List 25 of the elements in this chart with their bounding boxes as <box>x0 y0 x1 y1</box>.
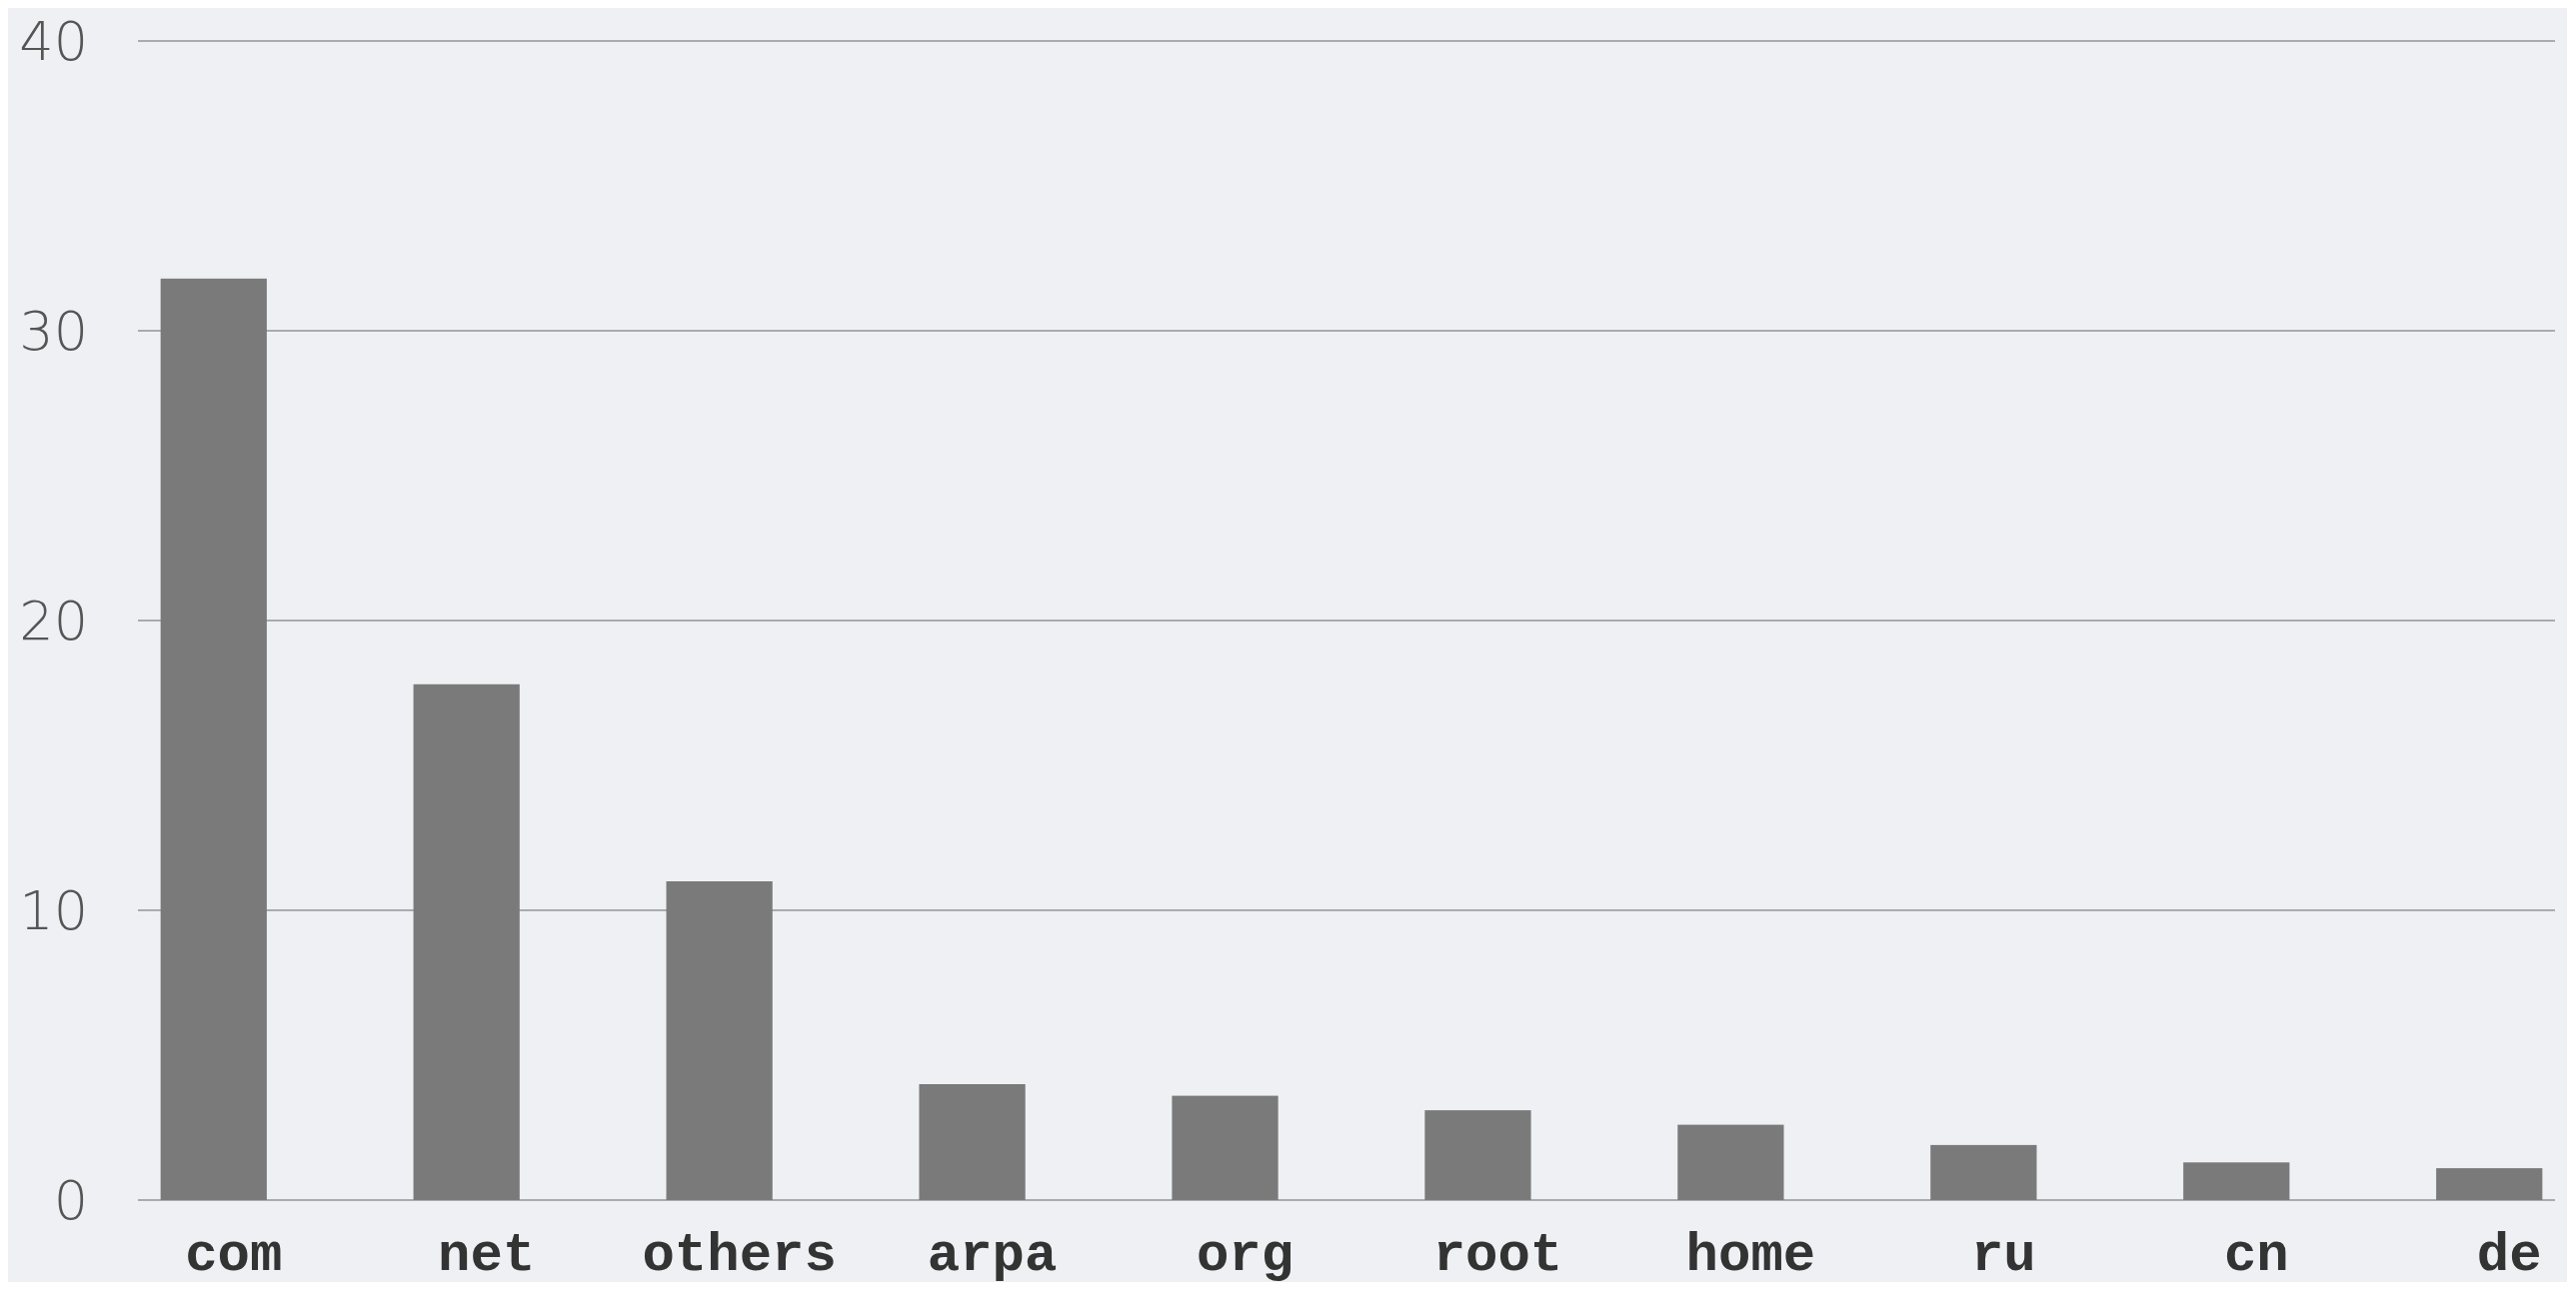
bar <box>1172 1095 1279 1200</box>
bar <box>1424 1110 1531 1200</box>
bar <box>160 278 267 1200</box>
x-tick-label: org <box>1196 1225 1294 1286</box>
x-tick-label: net <box>438 1225 536 1286</box>
y-tick-label: 40 <box>19 9 88 73</box>
x-tick-label: root <box>1432 1225 1563 1286</box>
x-tick-label: arpa <box>927 1225 1058 1286</box>
bar <box>1677 1124 1784 1200</box>
y-tick-label: 20 <box>19 589 88 652</box>
x-tick-label: cn <box>2223 1225 2289 1286</box>
y-tick-label: 30 <box>19 299 88 363</box>
y-tick-label: 0 <box>53 1168 88 1232</box>
bar <box>2183 1162 2290 1200</box>
bar <box>666 881 773 1200</box>
bar <box>2436 1168 2543 1200</box>
x-tick-label: ru <box>1970 1225 2036 1286</box>
bar <box>919 1084 1026 1200</box>
y-tick-label: 10 <box>19 878 88 942</box>
x-tick-label: com <box>185 1225 283 1286</box>
x-tick-label: de <box>2476 1225 2542 1286</box>
x-tick-label: others <box>642 1225 837 1286</box>
bar <box>413 683 520 1200</box>
bar <box>1930 1144 2037 1200</box>
x-tick-label: home <box>1685 1225 1816 1286</box>
